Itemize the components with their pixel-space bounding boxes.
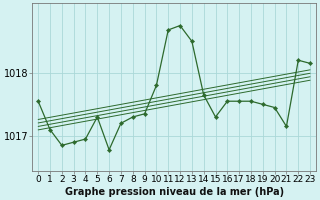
X-axis label: Graphe pression niveau de la mer (hPa): Graphe pression niveau de la mer (hPa)	[65, 187, 284, 197]
